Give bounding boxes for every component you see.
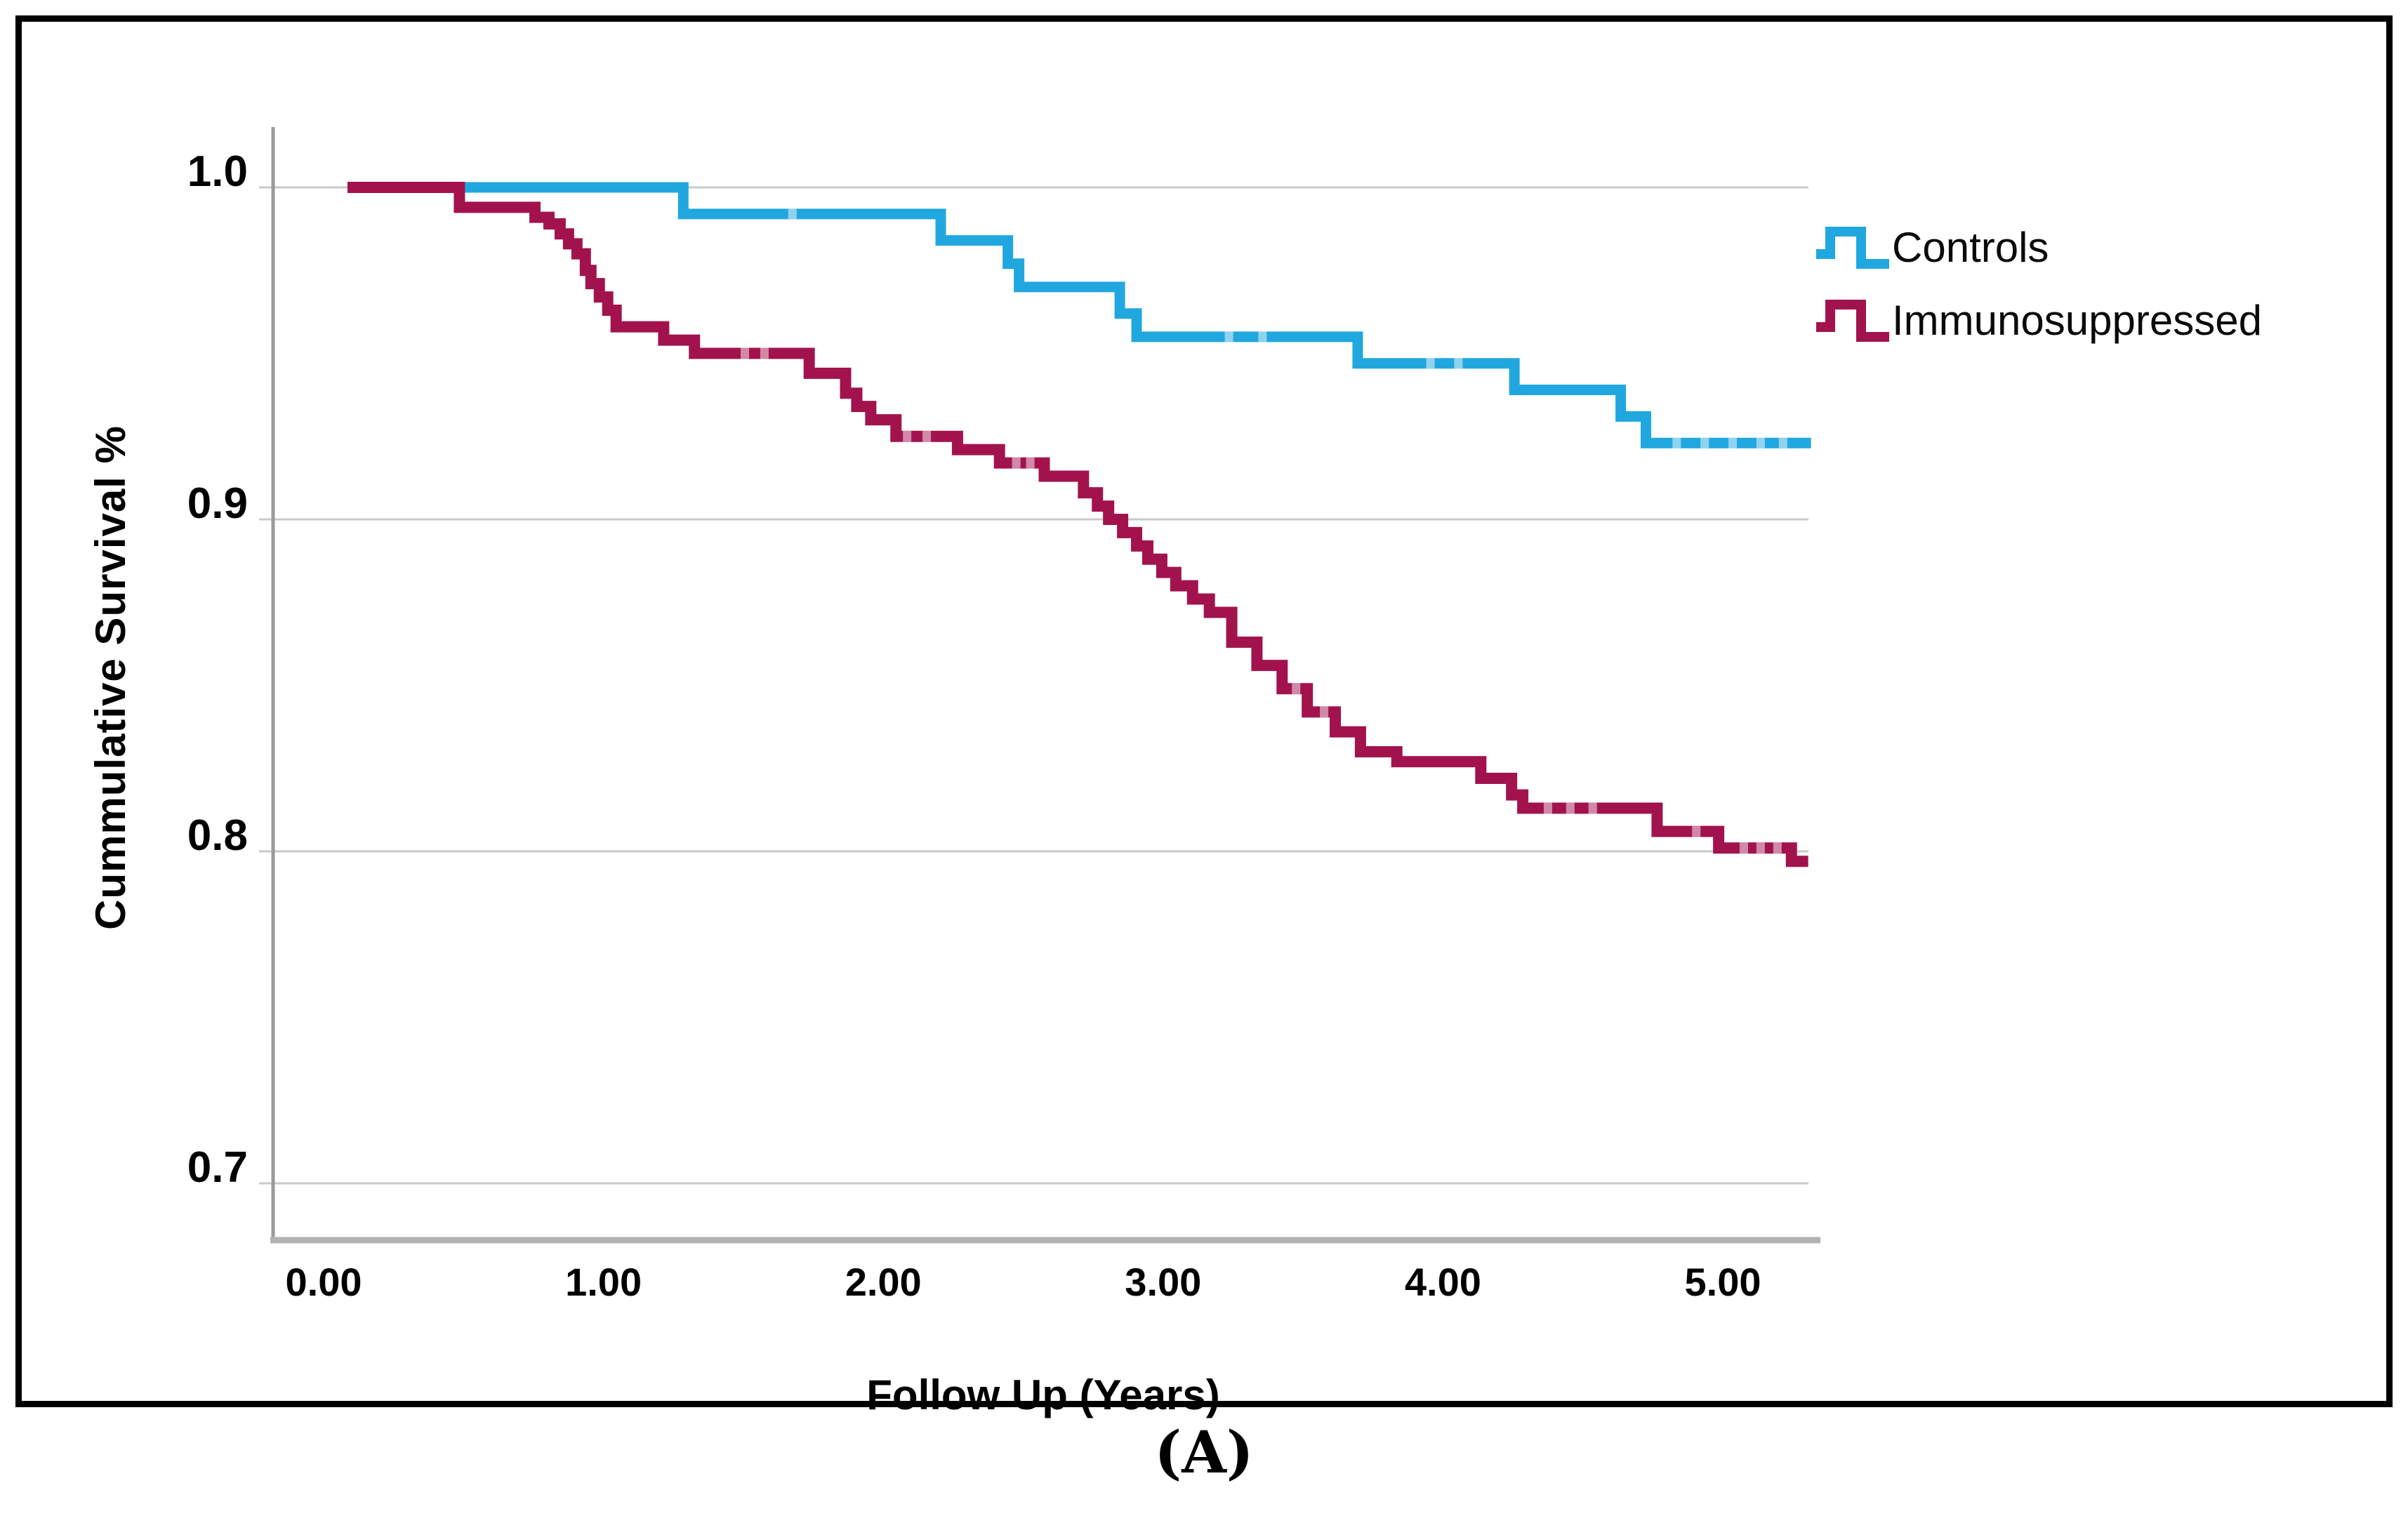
legend-item-controls: Controls bbox=[1813, 211, 2262, 284]
survival-curve-immunosuppressed bbox=[347, 182, 1808, 867]
x-tick-label: 3.00 bbox=[1125, 1260, 1202, 1304]
censor-mark-immunosuppressed bbox=[740, 347, 749, 359]
censor-mark-immunosuppressed bbox=[1566, 802, 1575, 814]
censor-mark-controls bbox=[1672, 437, 1681, 448]
legend-item-immunosuppressed: Immunosuppressed bbox=[1813, 284, 2262, 357]
x-tick-label: 5.00 bbox=[1684, 1260, 1761, 1304]
censor-mark-immunosuppressed bbox=[1320, 706, 1329, 718]
censor-mark-immunosuppressed bbox=[1773, 842, 1782, 854]
censor-mark-controls bbox=[1224, 331, 1233, 342]
legend-label: Controls bbox=[1892, 224, 2049, 271]
y-tick-label: 1.0 bbox=[187, 147, 248, 196]
censor-mark-immunosuppressed bbox=[760, 347, 769, 359]
x-tick-label: 4.00 bbox=[1404, 1260, 1481, 1304]
y-tick-label: 0.9 bbox=[187, 479, 248, 528]
censor-mark-controls bbox=[1454, 358, 1463, 369]
figure-panel: Cummulative Survival % Follow Up (Years)… bbox=[15, 15, 2393, 1418]
censor-mark-immunosuppressed bbox=[1588, 802, 1597, 814]
censor-mark-immunosuppressed bbox=[1012, 457, 1021, 469]
censor-mark-controls bbox=[1258, 331, 1267, 342]
x-tick-label: 0.00 bbox=[285, 1260, 362, 1304]
legend-step-icon bbox=[1816, 227, 1889, 269]
figure-caption: (A) bbox=[1154, 1419, 1254, 1487]
legend: Controls Immunosuppressed bbox=[1813, 211, 2262, 357]
censor-mark-immunosuppressed bbox=[1739, 842, 1748, 854]
survival-curve-controls bbox=[352, 182, 1811, 448]
censor-mark-controls bbox=[1756, 437, 1765, 448]
censor-mark-immunosuppressed bbox=[1692, 825, 1701, 837]
censor-mark-immunosuppressed bbox=[1543, 802, 1552, 814]
x-axis-title: Follow Up (Years) bbox=[866, 1371, 1220, 1418]
censor-mark-controls bbox=[1700, 437, 1709, 448]
censor-mark-controls bbox=[788, 208, 797, 220]
legend-step-icon bbox=[1816, 300, 1889, 342]
censor-mark-controls bbox=[1728, 437, 1738, 448]
censor-mark-immunosuppressed bbox=[1026, 457, 1035, 469]
censor-mark-immunosuppressed bbox=[903, 430, 912, 442]
km-survival-chart bbox=[259, 127, 1820, 1244]
censor-mark-controls bbox=[1426, 358, 1435, 369]
x-tick-label: 1.00 bbox=[565, 1260, 642, 1304]
censor-mark-immunosuppressed bbox=[1756, 842, 1765, 854]
censor-mark-immunosuppressed bbox=[1292, 683, 1301, 695]
y-axis-title: Cummulative Survival % bbox=[87, 425, 134, 931]
y-tick-label: 0.7 bbox=[187, 1143, 248, 1192]
censor-mark-immunosuppressed bbox=[922, 430, 932, 442]
y-tick-label: 0.8 bbox=[187, 811, 248, 860]
censor-mark-controls bbox=[1778, 437, 1787, 448]
x-tick-label: 2.00 bbox=[845, 1260, 922, 1304]
legend-label: Immunosuppressed bbox=[1892, 297, 2262, 344]
